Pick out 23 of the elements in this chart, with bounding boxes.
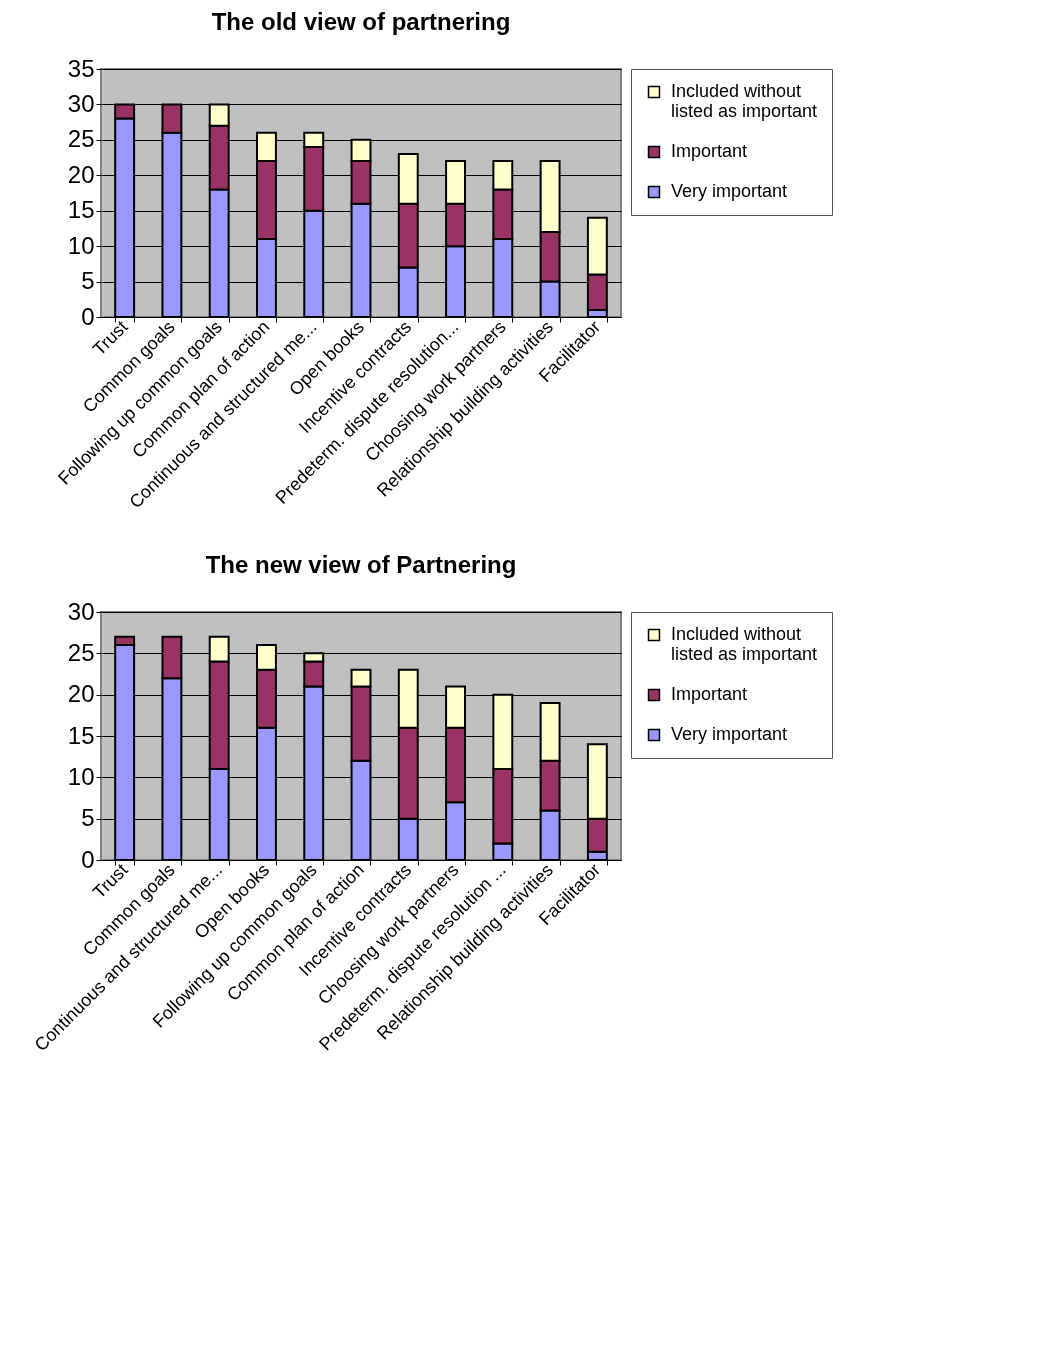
y-tick-label: 15	[67, 721, 95, 749]
y-tick-label: 0	[81, 302, 95, 330]
legend-label: Very important	[671, 181, 788, 201]
chart-title: The new view of Partnering	[205, 551, 517, 578]
y-tick-label: 20	[67, 680, 95, 708]
y-tick-label: 35	[67, 54, 95, 82]
legend-label: Important	[671, 141, 748, 161]
y-tick-label: 30	[67, 597, 95, 625]
y-tick-label: 5	[81, 267, 95, 295]
chart-title: The old view of partnering	[211, 8, 511, 35]
legend-label: Very important	[671, 724, 788, 744]
legend-label: Important	[671, 684, 748, 704]
y-tick-label: 30	[67, 89, 95, 117]
y-tick-label: 5	[81, 804, 95, 832]
y-tick-label: 15	[67, 196, 95, 224]
y-tick-label: 20	[67, 160, 95, 188]
y-tick-label: 0	[81, 845, 95, 873]
y-tick-label: 25	[67, 125, 95, 153]
legend-label: Included without listed as important	[671, 81, 818, 121]
y-tick-label: 10	[67, 762, 95, 790]
legend-label: Included without listed as important	[671, 624, 818, 664]
y-tick-label: 10	[67, 231, 95, 259]
y-tick-label: 25	[67, 638, 95, 666]
